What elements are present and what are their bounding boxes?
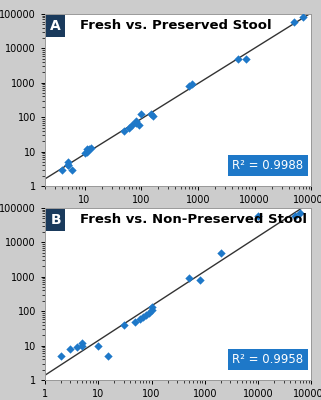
Text: B: B: [50, 213, 61, 227]
Point: [187, 83, 192, 89]
Point: [130, 122, 135, 128]
Point: [218, 250, 223, 256]
Point: [149, 306, 154, 313]
Point: [65, 159, 70, 165]
Point: [59, 166, 65, 173]
Point: [58, 353, 64, 359]
Point: [144, 311, 149, 318]
Point: [133, 318, 138, 325]
Text: Fresh vs. Preserved Stool: Fresh vs. Preserved Stool: [80, 19, 271, 32]
Point: [190, 81, 195, 88]
Point: [80, 340, 85, 346]
Point: [105, 353, 110, 359]
Point: [300, 14, 305, 20]
Point: [149, 304, 154, 310]
Point: [122, 128, 127, 134]
Point: [69, 166, 74, 173]
Point: [84, 146, 90, 152]
Point: [121, 322, 126, 328]
Point: [186, 275, 191, 282]
Point: [136, 122, 141, 128]
Point: [65, 162, 70, 168]
Point: [149, 111, 154, 118]
Point: [292, 18, 297, 25]
Point: [297, 210, 302, 216]
Point: [235, 56, 240, 62]
Point: [89, 144, 94, 151]
Point: [133, 119, 138, 126]
Point: [82, 150, 87, 156]
Text: A: A: [50, 19, 61, 33]
Text: R² = 0.9958: R² = 0.9958: [232, 353, 303, 366]
Point: [293, 212, 298, 219]
Point: [150, 112, 155, 119]
Point: [86, 146, 91, 152]
Point: [137, 316, 142, 322]
Point: [139, 111, 144, 118]
Point: [197, 277, 202, 283]
Point: [243, 56, 248, 62]
Point: [96, 342, 101, 349]
Text: Fresh vs. Non-Preserved Stool: Fresh vs. Non-Preserved Stool: [80, 213, 307, 226]
Point: [126, 124, 131, 131]
Point: [146, 310, 152, 316]
Point: [256, 212, 261, 219]
Point: [74, 344, 80, 350]
Point: [133, 117, 138, 124]
Text: R² = 0.9988: R² = 0.9988: [232, 159, 303, 172]
Point: [65, 162, 70, 168]
Point: [80, 342, 85, 349]
Point: [84, 148, 90, 155]
Point: [68, 346, 73, 352]
Point: [141, 313, 146, 320]
